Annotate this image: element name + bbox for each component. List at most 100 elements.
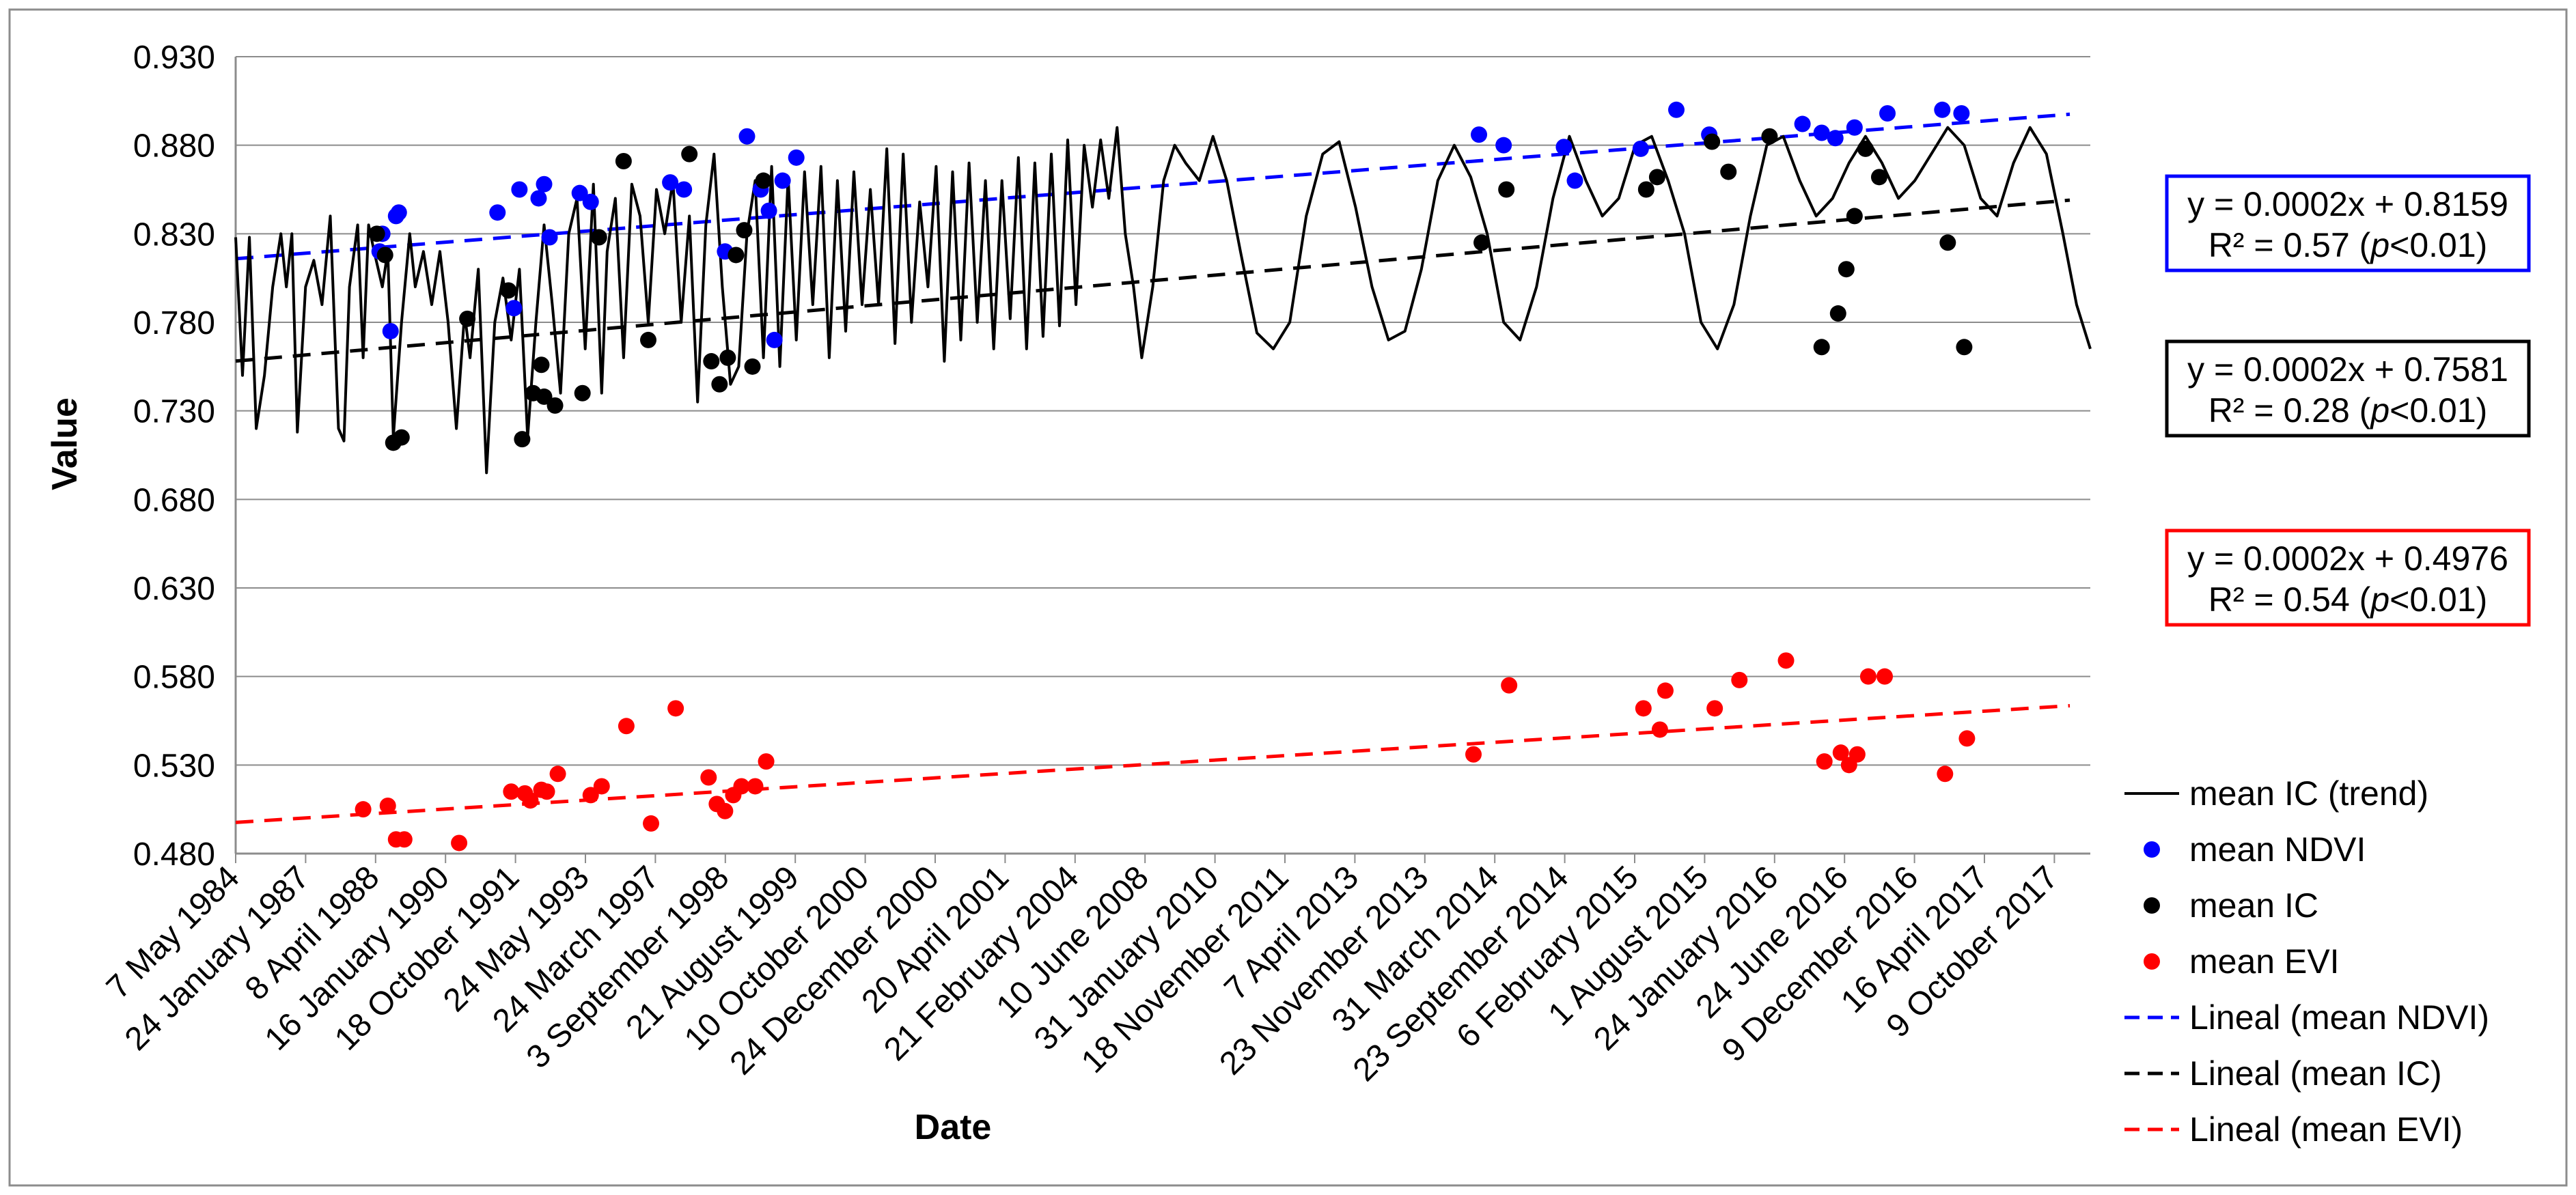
data-point <box>582 787 599 804</box>
data-point <box>1706 700 1723 717</box>
data-point <box>533 356 550 374</box>
equation-text: y = 0.0002x + 0.8159 <box>2187 185 2508 223</box>
data-point <box>1958 730 1976 747</box>
data-point <box>549 765 566 783</box>
data-point <box>736 222 753 239</box>
data-point <box>393 429 410 446</box>
data-point <box>355 801 372 818</box>
data-point <box>1667 101 1685 118</box>
data-point <box>1657 682 1674 699</box>
data-point <box>615 153 632 170</box>
r2-suffix: <0.01) <box>2390 391 2487 430</box>
data-point <box>1813 124 1830 141</box>
data-point <box>368 225 385 242</box>
equation-box <box>2165 174 2531 272</box>
data-point <box>1761 128 1778 145</box>
y-tick-label: 0.680 <box>133 482 215 518</box>
data-point <box>1635 700 1652 717</box>
equation-box <box>2165 339 2531 438</box>
data-point <box>571 184 588 201</box>
data-point <box>451 834 468 852</box>
data-point <box>1465 746 1482 763</box>
r2-text: R² = 0.57 (p<0.01) <box>2208 226 2488 264</box>
data-point <box>1794 115 1811 132</box>
data-point <box>1473 234 1491 251</box>
data-point <box>459 310 476 327</box>
legend-label: mean IC <box>2189 886 2318 925</box>
equation-box <box>2165 529 2531 627</box>
data-point <box>546 397 564 414</box>
equation-text: y = 0.0002x + 0.7581 <box>2187 350 2508 389</box>
data-point <box>1731 671 1748 688</box>
data-point <box>662 174 679 191</box>
y-tick-label: 0.530 <box>133 748 215 784</box>
scatter-points <box>355 101 1976 852</box>
data-point <box>1566 172 1583 189</box>
data-point <box>700 769 717 786</box>
trendline <box>235 703 2071 824</box>
data-point <box>1846 208 1863 225</box>
axes <box>234 57 2090 863</box>
data-point <box>1939 234 1956 251</box>
data-point <box>1956 339 1973 356</box>
data-point <box>390 204 407 221</box>
y-tick-label: 0.580 <box>133 660 215 696</box>
data-point <box>1832 744 1849 761</box>
r2-p: p <box>2369 580 2390 619</box>
x-axis-title: Date <box>915 1108 992 1147</box>
r2-prefix: R² = 0.28 ( <box>2208 391 2371 430</box>
data-point <box>1471 126 1488 143</box>
data-point <box>676 181 693 198</box>
data-point <box>711 376 728 393</box>
legend-label: mean IC (trend) <box>2189 774 2428 813</box>
data-point <box>1498 181 1515 198</box>
data-point <box>514 431 531 448</box>
r2-prefix: R² = 0.57 ( <box>2208 226 2371 264</box>
data-point <box>505 300 523 317</box>
r2-p: p <box>2369 391 2390 430</box>
data-point <box>1934 101 1951 118</box>
data-point <box>1870 169 1887 186</box>
data-point <box>1637 181 1654 198</box>
legend-swatch-dot <box>2144 841 2160 858</box>
data-point <box>503 783 520 800</box>
legend-label: Lineal (mean EVI) <box>2189 1110 2463 1149</box>
data-point <box>489 204 506 221</box>
r2-prefix: R² = 0.54 ( <box>2208 580 2371 619</box>
legend: mean IC (trend) mean NDVI mean IC mean EVI L… <box>2124 774 2489 1149</box>
data-point <box>760 202 777 219</box>
data-point <box>574 384 591 402</box>
data-point <box>379 797 396 814</box>
y-tick-label: 0.780 <box>133 305 215 341</box>
data-point <box>758 753 775 770</box>
legend-swatch-dot <box>2144 953 2160 970</box>
data-point <box>500 282 517 299</box>
data-point <box>1555 139 1573 156</box>
data-point <box>1857 140 1874 157</box>
data-point <box>511 181 528 198</box>
data-point <box>1838 261 1855 278</box>
data-point <box>719 349 736 366</box>
r2-suffix: <0.01) <box>2390 226 2487 264</box>
data-point <box>1777 652 1795 669</box>
data-point <box>1848 746 1866 763</box>
data-point <box>1648 169 1665 186</box>
data-point <box>747 778 764 795</box>
data-point <box>1953 104 1970 122</box>
data-point <box>1704 133 1721 150</box>
data-point <box>667 700 684 717</box>
legend-label: Lineal (mean NDVI) <box>2189 998 2489 1037</box>
legend-label: Lineal (mean IC) <box>2189 1054 2442 1093</box>
data-point <box>755 172 772 189</box>
y-axis-title: Value <box>45 397 85 490</box>
series-line <box>234 126 2092 475</box>
r2-text: R² = 0.28 (p<0.01) <box>2208 391 2488 430</box>
data-point <box>536 175 553 193</box>
data-point <box>788 149 805 166</box>
data-point <box>728 247 745 264</box>
data-point <box>643 815 660 832</box>
r2-text: R² = 0.54 (p<0.01) <box>2208 580 2488 619</box>
data-point <box>733 778 750 795</box>
